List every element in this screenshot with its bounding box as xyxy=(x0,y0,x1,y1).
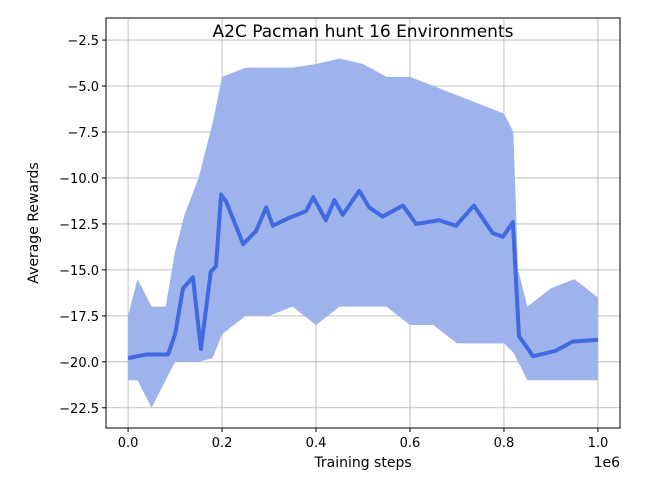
y-tick-label: −22.5 xyxy=(59,402,99,417)
x-tick-label: 0.8 xyxy=(494,436,515,451)
x-axis-label: Training steps xyxy=(313,455,411,471)
y-tick-label: −10.0 xyxy=(59,172,99,187)
y-tick-label: −12.5 xyxy=(59,218,99,233)
smoothed-reward-line xyxy=(127,188,599,361)
ticks: 0.0 0.2 0.4 0.6 0.8 1.0 −2.5 −5.0 −7.5 −10.0 −12.5… xyxy=(59,34,608,451)
y-tick-label: −2.5 xyxy=(67,34,99,49)
y-axis-label: Average Rewards xyxy=(26,162,42,283)
y-tick-label: −17.5 xyxy=(59,310,99,325)
y-tick-label: −7.5 xyxy=(67,126,99,141)
raw-reward-band xyxy=(128,58,598,408)
x-offset-label: 1e6 xyxy=(594,455,621,471)
x-tick-label: 1.0 xyxy=(588,436,609,451)
y-tick-label: −20.0 xyxy=(59,356,99,371)
x-tick-label: 0.0 xyxy=(118,436,139,451)
plot-frame xyxy=(105,17,621,429)
x-tick-label: 0.4 xyxy=(306,436,327,451)
x-tick-label: 0.6 xyxy=(400,436,421,451)
chart-title: A2C Pacman hunt 16 Environments xyxy=(213,22,514,42)
y-tick-label: −5.0 xyxy=(67,80,99,95)
y-tick-label: −15.0 xyxy=(59,264,99,279)
x-tick-label: 0.2 xyxy=(212,436,233,451)
